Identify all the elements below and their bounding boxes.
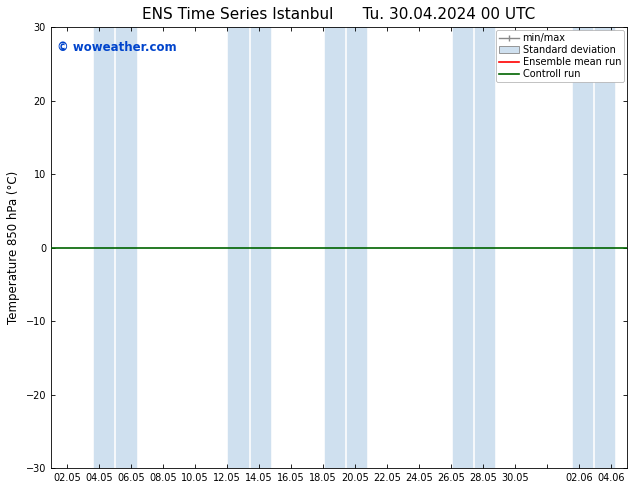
Bar [573,27,592,468]
Legend: min/max, Standard deviation, Ensemble mean run, Controll run: min/max, Standard deviation, Ensemble me… [496,30,624,82]
Bar [117,27,136,468]
Bar [228,27,248,468]
Y-axis label: Temperature 850 hPa (°C): Temperature 850 hPa (°C) [7,171,20,324]
Bar [475,27,494,468]
Bar [595,27,614,468]
Bar [251,27,270,468]
Bar [325,27,344,468]
Bar [453,27,472,468]
Text: © woweather.com: © woweather.com [56,41,176,53]
Title: ENS Time Series Istanbul      Tu. 30.04.2024 00 UTC: ENS Time Series Istanbul Tu. 30.04.2024 … [142,7,536,22]
Bar [94,27,113,468]
Bar [347,27,366,468]
